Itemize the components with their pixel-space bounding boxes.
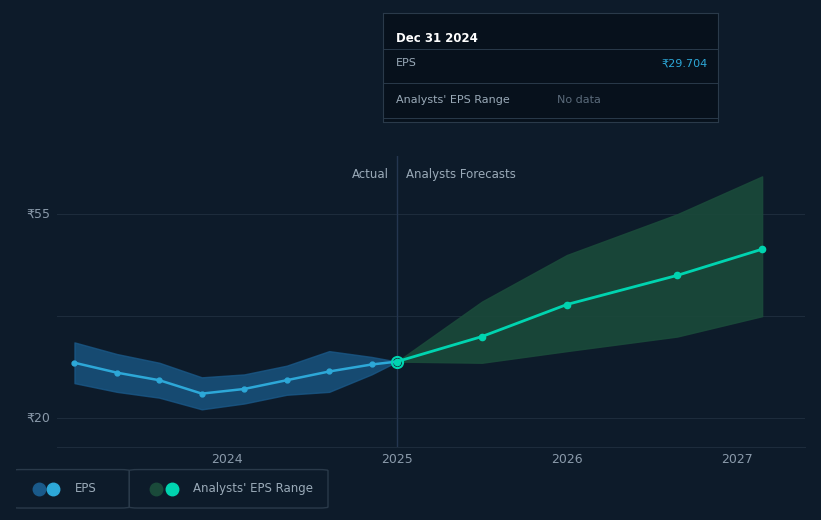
Text: EPS: EPS bbox=[76, 483, 97, 495]
Text: ₹20: ₹20 bbox=[26, 412, 50, 424]
Text: Actual: Actual bbox=[351, 167, 388, 180]
Text: ₹55: ₹55 bbox=[26, 207, 50, 220]
FancyBboxPatch shape bbox=[130, 470, 328, 508]
Text: ₹29.704: ₹29.704 bbox=[661, 58, 708, 68]
Text: EPS: EPS bbox=[396, 58, 417, 68]
Text: Analysts' EPS Range: Analysts' EPS Range bbox=[193, 483, 313, 495]
FancyBboxPatch shape bbox=[11, 470, 130, 508]
Text: Analysts' EPS Range: Analysts' EPS Range bbox=[396, 95, 510, 106]
Text: Analysts Forecasts: Analysts Forecasts bbox=[406, 167, 516, 180]
Text: Dec 31 2024: Dec 31 2024 bbox=[396, 32, 478, 45]
Text: No data: No data bbox=[557, 95, 601, 106]
